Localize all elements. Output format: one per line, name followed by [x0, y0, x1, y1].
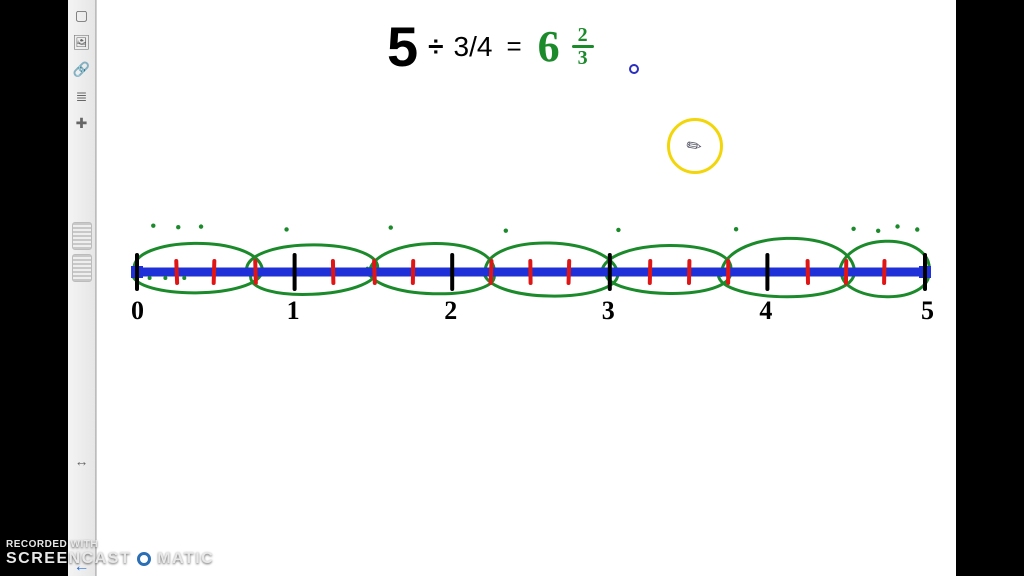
- watermark-o-icon: [135, 550, 153, 568]
- toolbar-drag-handle[interactable]: [72, 222, 92, 250]
- text-icon[interactable]: ≣: [70, 84, 94, 108]
- screencast-watermark: RECORDED WITH SCREENCAST MATIC: [6, 539, 214, 568]
- watermark-brand-a: SCREENCAST: [6, 550, 131, 568]
- letterbox-left: [0, 0, 68, 576]
- watermark-brand-b: MATIC: [157, 550, 214, 568]
- axis-label-4: 4: [759, 296, 772, 326]
- toolbar-drag-handle-2[interactable]: [72, 254, 92, 282]
- link-icon[interactable]: 🔗: [70, 57, 94, 81]
- puzzle-icon[interactable]: ✚: [70, 111, 94, 135]
- image-icon[interactable]: 🖼: [70, 30, 94, 54]
- number-line-drawing: [97, 0, 957, 576]
- new-page-icon[interactable]: ▢: [70, 3, 94, 27]
- letterbox-right: [956, 0, 1024, 576]
- watermark-line2: SCREENCAST MATIC: [6, 550, 214, 568]
- vertical-toolbar: ▢🖼🔗≣✚ ↔ ← → ↩: [68, 0, 96, 576]
- axis-label-1: 1: [287, 296, 300, 326]
- whiteboard-canvas[interactable]: 5 ÷ 3/4 = 6 2 3 ✎ 012345: [96, 0, 956, 576]
- fullscreen-toggle[interactable]: ↔: [70, 449, 94, 473]
- whiteboard-app: ▢🖼🔗≣✚ ↔ ← → ↩ 5 ÷ 3/4 = 6 2 3 ✎: [68, 0, 956, 576]
- axis-label-5: 5: [921, 296, 934, 326]
- axis-label-2: 2: [444, 296, 457, 326]
- axis-label-0: 0: [131, 296, 144, 326]
- axis-label-3: 3: [602, 296, 615, 326]
- watermark-line1: RECORDED WITH: [6, 539, 214, 550]
